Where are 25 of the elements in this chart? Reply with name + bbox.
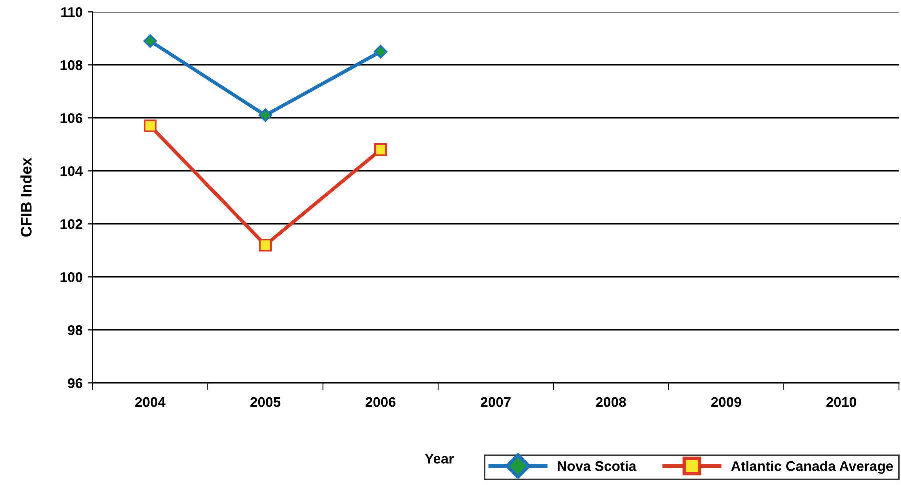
y-tick-label: 100 bbox=[60, 272, 83, 282]
point bbox=[259, 238, 272, 252]
y-tick-label: 96 bbox=[68, 378, 83, 388]
x-tick-label: 2004 bbox=[135, 397, 166, 408]
point bbox=[144, 34, 158, 48]
x-tick-label: 2010 bbox=[826, 397, 856, 408]
legend-label: Atlantic Canada Average bbox=[731, 461, 894, 474]
y-tick-label: 104 bbox=[60, 166, 84, 176]
y-tick-label: 106 bbox=[60, 113, 83, 124]
point bbox=[258, 108, 272, 122]
y-tick-label: 108 bbox=[60, 60, 83, 70]
x-tick-label: 2009 bbox=[711, 397, 742, 408]
point bbox=[144, 120, 157, 132]
y-axis-title: CFIB Index bbox=[20, 158, 32, 237]
x-tick-label: 2006 bbox=[366, 397, 396, 408]
y-tick-label: 98 bbox=[68, 325, 83, 336]
y-tick-label: 102 bbox=[60, 219, 83, 230]
point bbox=[374, 144, 388, 156]
legend-label: Nova Scotia bbox=[558, 461, 637, 472]
x-tick-label: 2007 bbox=[481, 397, 511, 408]
x-axis-title: Year bbox=[425, 454, 454, 464]
x-tick-label: 2008 bbox=[596, 397, 626, 408]
y-tick-label: 110 bbox=[62, 7, 83, 18]
x-tick-label: 2005 bbox=[250, 397, 281, 408]
point bbox=[374, 45, 388, 59]
